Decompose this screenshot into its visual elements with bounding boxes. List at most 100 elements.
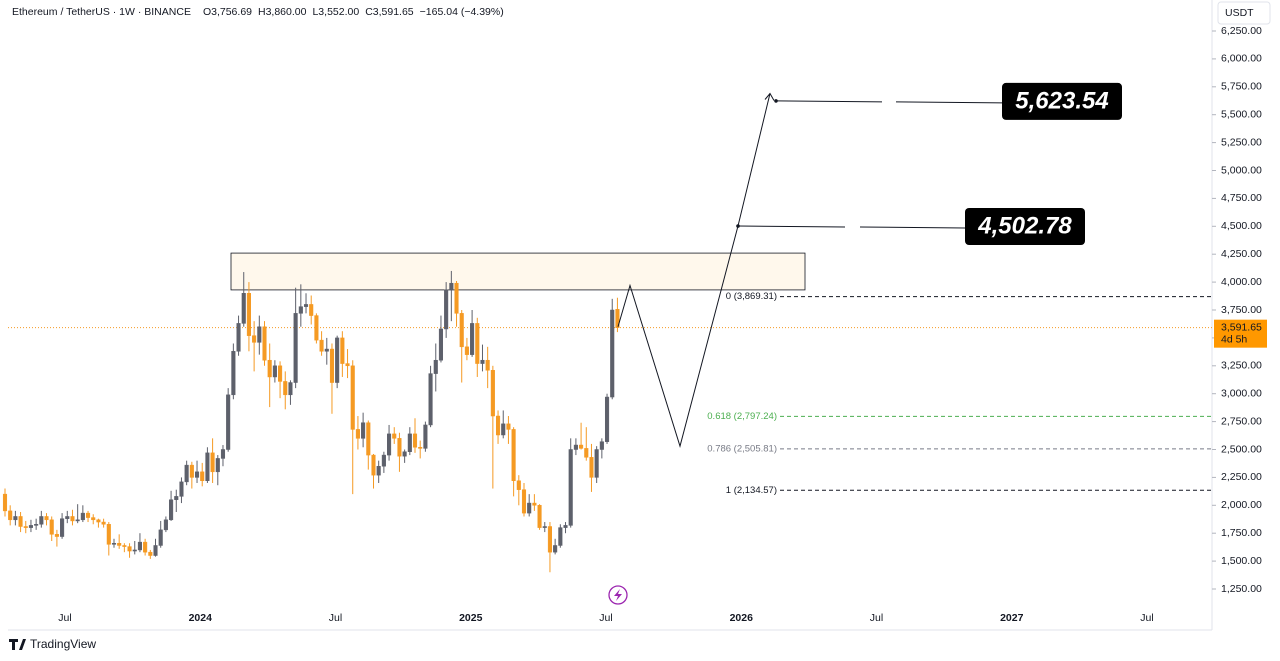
y-tick-label: 2,500.00: [1221, 443, 1262, 455]
y-tick-label: 5,500.00: [1221, 108, 1262, 120]
candle-body: [283, 381, 288, 396]
candle-body: [345, 363, 350, 367]
target-line: [737, 225, 846, 228]
candle-body: [501, 423, 506, 436]
candle-body: [28, 525, 33, 528]
candle-body: [153, 545, 158, 556]
candle-body: [527, 502, 532, 514]
ohlc-label: L3,552.00: [312, 6, 359, 18]
candle-body: [444, 289, 449, 330]
candle-body: [511, 429, 516, 481]
candle-body: [200, 471, 205, 481]
candle-body: [75, 519, 80, 522]
candle-body: [449, 282, 454, 291]
candle-body: [366, 422, 371, 456]
x-tick-label: Jul: [870, 612, 883, 624]
candle-body: [252, 335, 257, 343]
candle-body: [542, 526, 547, 528]
candle-body: [521, 489, 527, 514]
candle-body: [387, 433, 392, 456]
candle-body: [563, 525, 568, 528]
candle-body: [179, 481, 184, 497]
y-tick-label: 6,250.00: [1221, 25, 1262, 37]
y-tick-label: 4,750.00: [1221, 192, 1262, 204]
candle-body: [594, 449, 599, 478]
price-tag-label: 3,591.65: [1221, 321, 1262, 333]
target-line: [859, 226, 966, 229]
y-tick-label: 3,250.00: [1221, 360, 1262, 372]
candle-body: [257, 326, 262, 343]
candle-body: [329, 348, 335, 383]
candle-body: [599, 441, 604, 450]
y-tick-label: 3,750.00: [1221, 304, 1262, 316]
target-line: [775, 100, 883, 103]
candle-body: [49, 519, 54, 535]
y-tick-label: 1,250.00: [1221, 583, 1262, 595]
y-tick-label: 2,250.00: [1221, 471, 1262, 483]
candle-body: [65, 516, 70, 519]
candle-body: [85, 512, 91, 518]
candle-body: [433, 359, 438, 374]
candle-body: [553, 545, 558, 553]
candle-body: [60, 518, 65, 537]
candle-body: [101, 521, 106, 525]
ohlc-label: C3,591.65: [365, 6, 414, 18]
candle-body: [298, 306, 303, 314]
candle-body: [470, 323, 475, 355]
currency[interactable]: USDT: [1225, 7, 1254, 19]
candle-body: [13, 516, 18, 521]
y-tick-label: 3,000.00: [1221, 387, 1262, 399]
y-tick-label: 1,500.00: [1221, 555, 1262, 567]
candle-body: [568, 449, 573, 526]
candle-body: [174, 496, 179, 500]
resistance-zone: [230, 252, 806, 291]
candle-body: [189, 464, 194, 478]
candle-body: [547, 526, 553, 553]
candle-body: [18, 516, 23, 527]
candle-body: [516, 480, 521, 490]
fib-label: 0.618 (2,797.24): [707, 411, 777, 422]
candle-body: [288, 382, 293, 396]
candle-body: [490, 370, 495, 417]
fib-label: 0 (3,869.31): [726, 291, 777, 302]
candle-body: [480, 359, 485, 364]
candle-body: [205, 452, 210, 481]
candle-body: [246, 293, 251, 336]
candle-body: [454, 282, 459, 314]
candle-body: [91, 517, 96, 521]
candle-body: [215, 458, 220, 473]
target-box: [1002, 82, 1122, 120]
brand: TradingView: [30, 637, 96, 651]
currency-box[interactable]: [1217, 1, 1271, 25]
y-tick-label: 6,000.00: [1221, 53, 1262, 65]
candle-body: [464, 346, 469, 355]
candle-body: [604, 396, 610, 442]
candle-body: [44, 516, 49, 521]
candle-body: [350, 365, 355, 430]
candle-body: [127, 546, 132, 552]
candle-body: [220, 449, 226, 459]
projection-path: [617, 93, 771, 448]
candle-body: [117, 542, 122, 546]
candle-body: [537, 505, 542, 528]
candle-body: [122, 545, 127, 547]
event-icon[interactable]: [608, 585, 628, 605]
candle-body: [589, 457, 594, 478]
candle-body: [226, 394, 231, 450]
countdown: 4d 5h: [1221, 333, 1247, 345]
ohlc-label: O3,756.69: [203, 6, 252, 18]
candle-body: [335, 337, 340, 383]
target-box: [965, 207, 1085, 245]
candle-body: [324, 348, 329, 352]
x-tick-label: Jul: [1140, 612, 1153, 624]
y-tick-label: 4,500.00: [1221, 220, 1262, 232]
y-tick-label: 5,000.00: [1221, 164, 1262, 176]
candle-body: [309, 304, 314, 316]
candle-body: [615, 309, 620, 328]
candle-body: [376, 465, 381, 476]
y-tick-label: 5,250.00: [1221, 136, 1262, 148]
candle-body: [2, 493, 8, 512]
candle-body: [272, 365, 277, 378]
candle-body: [558, 527, 563, 546]
fib-label: 0.786 (2,505.81): [707, 443, 777, 454]
